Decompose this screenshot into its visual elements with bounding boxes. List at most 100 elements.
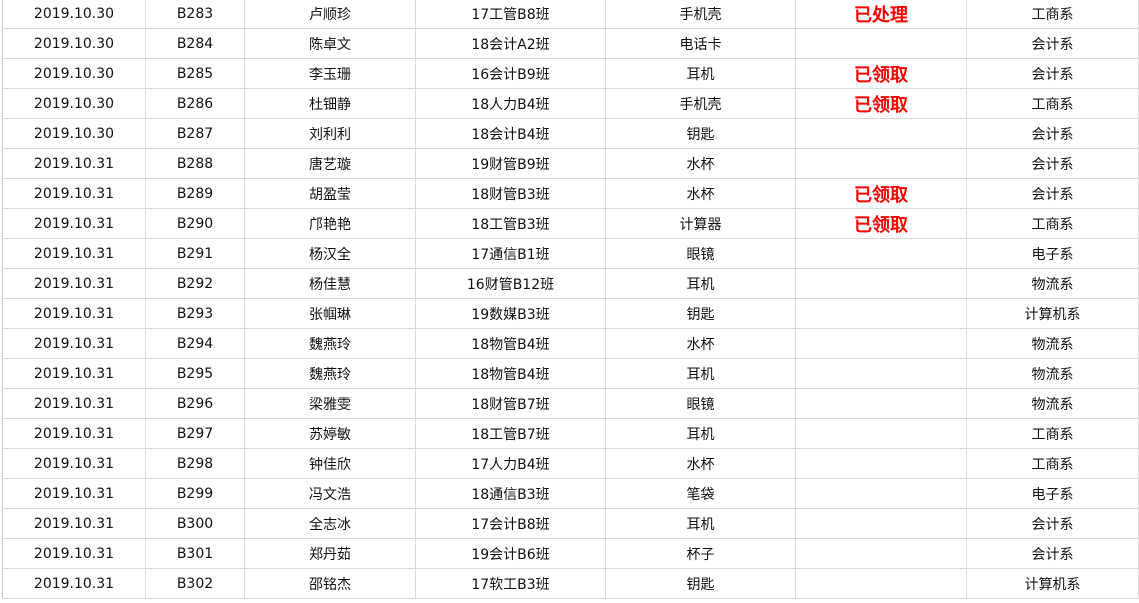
item-cell[interactable]: 手机壳 <box>605 88 796 119</box>
class-cell[interactable]: 18会计A2班 <box>415 28 606 59</box>
class-cell[interactable]: 16会计B9班 <box>415 58 606 89</box>
item-cell[interactable]: 手机壳 <box>605 0 796 29</box>
id-cell[interactable]: B297 <box>145 418 245 449</box>
id-cell[interactable]: B295 <box>145 358 245 389</box>
item-cell[interactable]: 钥匙 <box>605 298 796 329</box>
class-cell[interactable]: 18物管B4班 <box>415 328 606 359</box>
id-cell[interactable]: B292 <box>145 268 245 299</box>
id-cell[interactable]: B302 <box>145 568 245 599</box>
status[interactable] <box>795 358 967 389</box>
id-cell[interactable]: B301 <box>145 538 245 569</box>
class-cell[interactable]: 16财管B12班 <box>415 268 606 299</box>
class-cell[interactable]: 17软工B3班 <box>415 568 606 599</box>
item-cell[interactable]: 水杯 <box>605 448 796 479</box>
date-cell[interactable]: 2019.10.31 <box>2 388 146 419</box>
class-cell[interactable]: 18工管B7班 <box>415 418 606 449</box>
department-cell[interactable]: 工商系 <box>966 0 1139 29</box>
id-cell[interactable]: B284 <box>145 28 245 59</box>
id-cell[interactable]: B283 <box>145 0 245 29</box>
class-cell[interactable]: 18财管B3班 <box>415 178 606 209</box>
date-cell[interactable]: 2019.10.31 <box>2 298 146 329</box>
name-cell[interactable]: 魏燕玲 <box>244 328 416 359</box>
department-cell[interactable]: 物流系 <box>966 268 1139 299</box>
date-cell[interactable]: 2019.10.31 <box>2 448 146 479</box>
id-cell[interactable]: B288 <box>145 148 245 179</box>
name-cell[interactable]: 张帼琳 <box>244 298 416 329</box>
date-cell[interactable]: 2019.10.31 <box>2 178 146 209</box>
id-cell[interactable]: B289 <box>145 178 245 209</box>
date-cell[interactable]: 2019.10.31 <box>2 238 146 269</box>
status[interactable]: 已领取 <box>795 178 967 209</box>
id-cell[interactable]: B300 <box>145 508 245 539</box>
status[interactable] <box>795 118 967 149</box>
item-cell[interactable]: 耳机 <box>605 268 796 299</box>
item-cell[interactable]: 水杯 <box>605 178 796 209</box>
date-cell[interactable]: 2019.10.30 <box>2 88 146 119</box>
department-cell[interactable]: 物流系 <box>966 328 1139 359</box>
name-cell[interactable]: 苏婷敏 <box>244 418 416 449</box>
item-cell[interactable]: 计算器 <box>605 208 796 239</box>
item-cell[interactable]: 耳机 <box>605 358 796 389</box>
status[interactable] <box>795 418 967 449</box>
class-cell[interactable]: 19财管B9班 <box>415 148 606 179</box>
status[interactable] <box>795 388 967 419</box>
department-cell[interactable]: 会计系 <box>966 28 1139 59</box>
status[interactable] <box>795 28 967 59</box>
name-cell[interactable]: 全志冰 <box>244 508 416 539</box>
date-cell[interactable]: 2019.10.30 <box>2 58 146 89</box>
status[interactable] <box>795 478 967 509</box>
name-cell[interactable]: 唐艺璇 <box>244 148 416 179</box>
item-cell[interactable]: 耳机 <box>605 508 796 539</box>
item-cell[interactable]: 笔袋 <box>605 478 796 509</box>
date-cell[interactable]: 2019.10.31 <box>2 358 146 389</box>
date-cell[interactable]: 2019.10.31 <box>2 208 146 239</box>
id-cell[interactable]: B299 <box>145 478 245 509</box>
department-cell[interactable]: 工商系 <box>966 418 1139 449</box>
name-cell[interactable]: 陈卓文 <box>244 28 416 59</box>
class-cell[interactable]: 19会计B6班 <box>415 538 606 569</box>
id-cell[interactable]: B296 <box>145 388 245 419</box>
id-cell[interactable]: B287 <box>145 118 245 149</box>
item-cell[interactable]: 耳机 <box>605 58 796 89</box>
name-cell[interactable]: 冯文浩 <box>244 478 416 509</box>
name-cell[interactable]: 杜钿静 <box>244 88 416 119</box>
name-cell[interactable]: 郑丹茹 <box>244 538 416 569</box>
date-cell[interactable]: 2019.10.31 <box>2 418 146 449</box>
department-cell[interactable]: 计算机系 <box>966 298 1139 329</box>
date-cell[interactable]: 2019.10.30 <box>2 28 146 59</box>
date-cell[interactable]: 2019.10.31 <box>2 478 146 509</box>
department-cell[interactable]: 电子系 <box>966 238 1139 269</box>
department-cell[interactable]: 会计系 <box>966 148 1139 179</box>
name-cell[interactable]: 邵铭杰 <box>244 568 416 599</box>
class-cell[interactable]: 18通信B3班 <box>415 478 606 509</box>
item-cell[interactable]: 眼镜 <box>605 388 796 419</box>
item-cell[interactable]: 杯子 <box>605 538 796 569</box>
name-cell[interactable]: 魏燕玲 <box>244 358 416 389</box>
department-cell[interactable]: 会计系 <box>966 58 1139 89</box>
date-cell[interactable]: 2019.10.31 <box>2 538 146 569</box>
date-cell[interactable]: 2019.10.31 <box>2 568 146 599</box>
id-cell[interactable]: B286 <box>145 88 245 119</box>
id-cell[interactable]: B285 <box>145 58 245 89</box>
item-cell[interactable]: 钥匙 <box>605 118 796 149</box>
class-cell[interactable]: 18物管B4班 <box>415 358 606 389</box>
department-cell[interactable]: 电子系 <box>966 478 1139 509</box>
date-cell[interactable]: 2019.10.31 <box>2 328 146 359</box>
department-cell[interactable]: 会计系 <box>966 178 1139 209</box>
name-cell[interactable]: 邝艳艳 <box>244 208 416 239</box>
date-cell[interactable]: 2019.10.31 <box>2 268 146 299</box>
department-cell[interactable]: 物流系 <box>966 358 1139 389</box>
department-cell[interactable]: 物流系 <box>966 388 1139 419</box>
status[interactable] <box>795 538 967 569</box>
item-cell[interactable]: 水杯 <box>605 148 796 179</box>
id-cell[interactable]: B290 <box>145 208 245 239</box>
item-cell[interactable]: 眼镜 <box>605 238 796 269</box>
status[interactable]: 已领取 <box>795 58 967 89</box>
date-cell[interactable]: 2019.10.31 <box>2 508 146 539</box>
date-cell[interactable]: 2019.10.30 <box>2 0 146 29</box>
status[interactable]: 已处理 <box>795 0 967 29</box>
class-cell[interactable]: 17工管B8班 <box>415 0 606 29</box>
status[interactable] <box>795 448 967 479</box>
item-cell[interactable]: 水杯 <box>605 328 796 359</box>
class-cell[interactable]: 18财管B7班 <box>415 388 606 419</box>
